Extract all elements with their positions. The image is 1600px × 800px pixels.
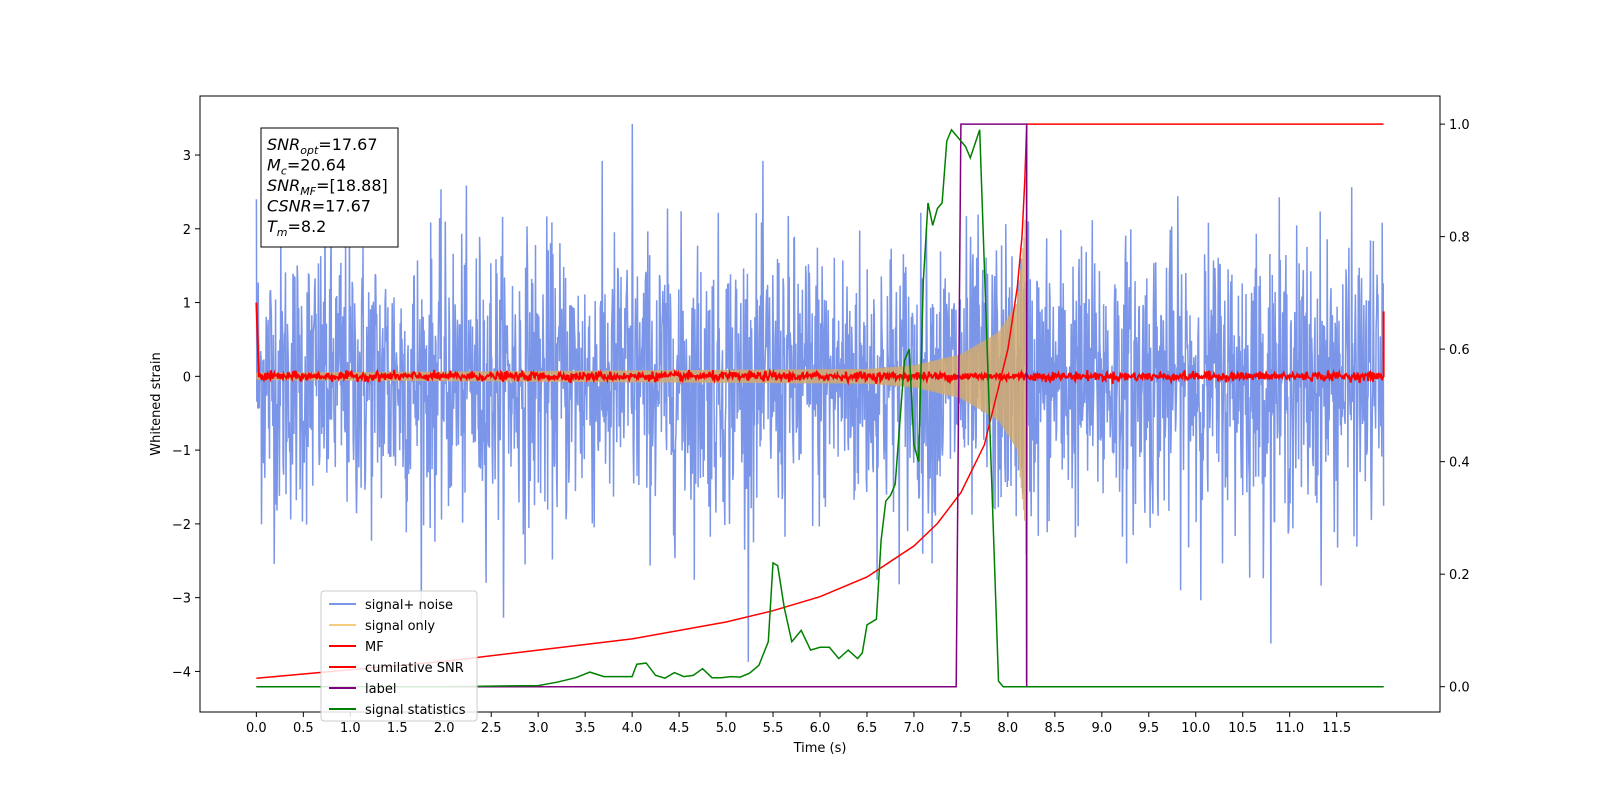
y-tick-label: 2 [183, 223, 191, 238]
annotation-line: SNRMF=[18.88] [267, 176, 388, 198]
x-tick-label: 5.5 [763, 721, 784, 736]
legend-label: signal statistics [365, 703, 466, 718]
legend-label: MF [365, 640, 384, 655]
y-tick-label: −3 [172, 592, 191, 607]
x-tick-label: 11.0 [1275, 721, 1304, 736]
x-tick-label: 8.0 [998, 721, 1019, 736]
legend-label: label [365, 682, 396, 697]
x-tick-label: 6.5 [857, 721, 878, 736]
x-tick-label: 10.5 [1228, 721, 1257, 736]
x-tick-label: 6.0 [810, 721, 831, 736]
annotation-subscript: m [277, 226, 288, 239]
x-tick-label: 4.5 [669, 721, 690, 736]
x-tick-label: 7.5 [951, 721, 972, 736]
y2-tick-label: 0.2 [1449, 568, 1470, 583]
annotation-value: =8.2 [288, 217, 327, 236]
x-tick-label: 11.5 [1322, 721, 1351, 736]
x-axis-ticks: 0.0 0.5 1.0 1.5 2.0 2.5 3.0 3.5 4.0 4.5 5.0 5.5 6.0 6… [246, 712, 1351, 736]
annotation-symbol: M [267, 156, 281, 175]
x-tick-label: 9.5 [1138, 721, 1159, 736]
x-tick-label: 2.5 [481, 721, 502, 736]
x-tick-label: 9.0 [1091, 721, 1112, 736]
x-tick-label: 3.0 [528, 721, 549, 736]
annotation-box: SNRopt=17.67Mc=20.64SNRMF=[18.88]CSNR=17… [260, 127, 399, 248]
x-tick-label: 7.0 [904, 721, 925, 736]
annotation-line: CSNR=17.67 [267, 197, 371, 216]
x-tick-label: 1.5 [387, 721, 408, 736]
x-tick-label: 0.0 [246, 721, 267, 736]
annotation-symbol: T [267, 217, 278, 236]
annotation-symbol: SNR [267, 176, 300, 195]
annotation-subscript: c [281, 165, 287, 178]
legend-label: signal only [365, 619, 435, 634]
x-tick-label: 1.0 [340, 721, 361, 736]
annotation-subscript: MF [300, 185, 316, 198]
y2-tick-label: 1.0 [1449, 118, 1470, 133]
y-tick-label: 1 [183, 297, 191, 312]
legend-frame [320, 590, 478, 722]
series-signal-statistics-line [256, 128, 1384, 688]
annotation-line: Mc=20.64 [267, 156, 346, 178]
y2-tick-label: 0.6 [1449, 343, 1470, 358]
series-mf-line [255, 302, 1385, 386]
annotation-value: =[18.88] [316, 176, 388, 195]
annotation-value: =17.67 [312, 197, 371, 216]
series-signal-noise-line [255, 123, 1385, 683]
y-axis-ticks: 3 2 1 0 −1 −2 −3 −4 [172, 149, 200, 680]
x-tick-label: 4.0 [622, 721, 643, 736]
annotation-value: =20.64 [287, 156, 346, 175]
y2-tick-label: 0.4 [1449, 456, 1470, 471]
legend: signal+ noise signal only MF cumilative SNR… [320, 590, 478, 722]
x-tick-label: 3.5 [575, 721, 596, 736]
x-tick-label: 0.5 [293, 721, 314, 736]
y-tick-label: 3 [183, 149, 191, 164]
x-tick-label: 8.5 [1045, 721, 1066, 736]
y-tick-label: −1 [172, 444, 191, 459]
y2-axis-ticks: 1.0 0.8 0.6 0.4 0.2 0.0 [1440, 118, 1470, 696]
annotation-value: =17.67 [318, 135, 377, 154]
series-cumulative-snr-line [256, 123, 1384, 679]
annotation-symbol: SNR [267, 135, 300, 154]
x-tick-label: 10.0 [1181, 721, 1210, 736]
y-axis-label: Whitened strain [149, 352, 164, 455]
annotation-line: Tm=8.2 [267, 217, 326, 239]
x-tick-label: 2.0 [434, 721, 455, 736]
y-tick-label: 0 [183, 370, 191, 385]
y2-tick-label: 0.0 [1449, 681, 1470, 696]
legend-label: signal+ noise [365, 598, 453, 613]
x-tick-label: 5.0 [716, 721, 737, 736]
annotation-line: SNRopt=17.67 [267, 135, 378, 157]
y-tick-label: −4 [172, 665, 191, 680]
y2-tick-label: 0.8 [1449, 231, 1470, 246]
annotation-subscript: opt [300, 144, 319, 157]
x-axis-label: Time (s) [793, 741, 847, 756]
legend-label: cumilative SNR [365, 661, 464, 676]
annotation-frame [260, 127, 399, 248]
annotation-symbol: CSNR [267, 197, 312, 216]
data-layer [255, 123, 1385, 688]
y-tick-label: −2 [172, 518, 191, 533]
